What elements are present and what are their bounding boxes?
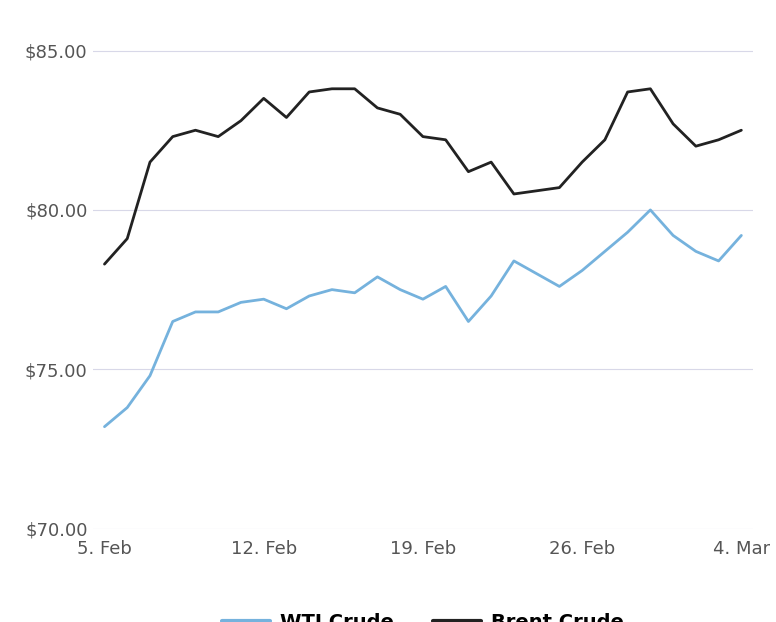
Brent Crude (282, 114, 291, 121)
WTI Crude (577, 267, 587, 274)
Brent Crude (577, 159, 587, 166)
Brent Crude (168, 133, 178, 141)
WTI Crude (145, 372, 154, 379)
Brent Crude (509, 190, 518, 198)
WTI Crude (418, 295, 428, 303)
Brent Crude (714, 136, 723, 144)
Brent Crude (418, 133, 428, 141)
WTI Crude (372, 273, 382, 281)
WTI Crude (396, 286, 405, 294)
WTI Crude (191, 309, 200, 316)
Brent Crude (304, 88, 314, 96)
Brent Crude (464, 168, 473, 175)
Legend: WTI Crude, Brent Crude: WTI Crude, Brent Crude (214, 605, 632, 622)
WTI Crude (304, 292, 314, 300)
Brent Crude (191, 126, 200, 134)
Brent Crude (441, 136, 450, 144)
Brent Crude (555, 184, 564, 192)
WTI Crude (123, 404, 132, 411)
Brent Crude (623, 88, 632, 96)
WTI Crude (600, 248, 609, 255)
Brent Crude (487, 159, 496, 166)
Brent Crude (100, 261, 109, 268)
Brent Crude (327, 85, 337, 93)
Line: WTI Crude: WTI Crude (105, 210, 741, 427)
Brent Crude (396, 111, 405, 118)
WTI Crude (168, 318, 178, 325)
Brent Crude (736, 126, 746, 134)
WTI Crude (555, 282, 564, 290)
WTI Crude (509, 257, 518, 264)
WTI Crude (736, 231, 746, 239)
WTI Crude (327, 286, 337, 294)
Brent Crude (600, 136, 609, 144)
WTI Crude (623, 228, 632, 236)
Brent Crude (691, 142, 701, 150)
WTI Crude (100, 423, 109, 430)
Brent Crude (668, 120, 677, 128)
WTI Crude (668, 231, 677, 239)
WTI Crude (282, 305, 291, 312)
WTI Crude (237, 299, 246, 306)
WTI Crude (441, 282, 450, 290)
WTI Crude (259, 295, 268, 303)
WTI Crude (691, 248, 701, 255)
Brent Crude (145, 159, 154, 166)
Brent Crude (213, 133, 223, 141)
Brent Crude (350, 85, 359, 93)
WTI Crude (487, 292, 496, 300)
WTI Crude (464, 318, 473, 325)
Brent Crude (532, 187, 542, 195)
WTI Crude (213, 309, 223, 316)
Line: Brent Crude: Brent Crude (105, 89, 741, 264)
Brent Crude (259, 95, 268, 102)
WTI Crude (350, 289, 359, 297)
Brent Crude (237, 117, 246, 124)
Brent Crude (372, 104, 382, 111)
Brent Crude (123, 235, 132, 243)
WTI Crude (532, 270, 542, 277)
Brent Crude (646, 85, 655, 93)
WTI Crude (714, 257, 723, 264)
WTI Crude (646, 206, 655, 213)
